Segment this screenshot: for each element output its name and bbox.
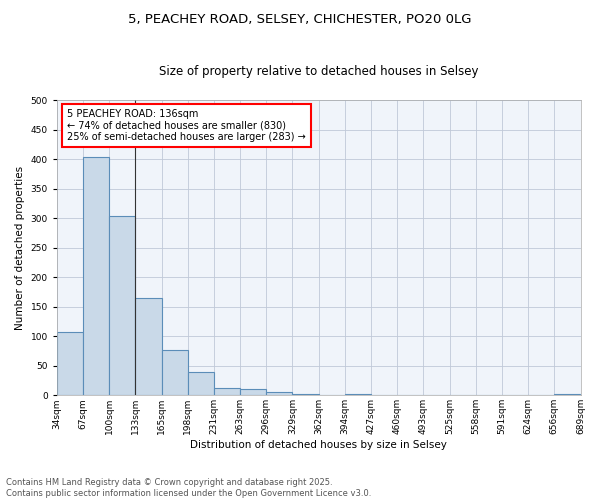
Bar xyxy=(266,392,292,396)
Bar xyxy=(83,156,109,396)
Text: Contains HM Land Registry data © Crown copyright and database right 2025.
Contai: Contains HM Land Registry data © Crown c… xyxy=(6,478,371,498)
Bar xyxy=(188,372,214,396)
Bar xyxy=(136,298,161,396)
Bar xyxy=(109,216,136,396)
Title: Size of property relative to detached houses in Selsey: Size of property relative to detached ho… xyxy=(159,65,478,78)
Text: 5 PEACHEY ROAD: 136sqm
← 74% of detached houses are smaller (830)
25% of semi-de: 5 PEACHEY ROAD: 136sqm ← 74% of detached… xyxy=(67,109,306,142)
Bar xyxy=(161,350,188,396)
Text: 5, PEACHEY ROAD, SELSEY, CHICHESTER, PO20 0LG: 5, PEACHEY ROAD, SELSEY, CHICHESTER, PO2… xyxy=(128,12,472,26)
Bar xyxy=(57,332,83,396)
X-axis label: Distribution of detached houses by size in Selsey: Distribution of detached houses by size … xyxy=(190,440,447,450)
Bar xyxy=(240,390,266,396)
Bar xyxy=(214,388,240,396)
Bar xyxy=(292,394,319,396)
Bar xyxy=(554,394,580,396)
Y-axis label: Number of detached properties: Number of detached properties xyxy=(15,166,25,330)
Bar xyxy=(345,394,371,396)
